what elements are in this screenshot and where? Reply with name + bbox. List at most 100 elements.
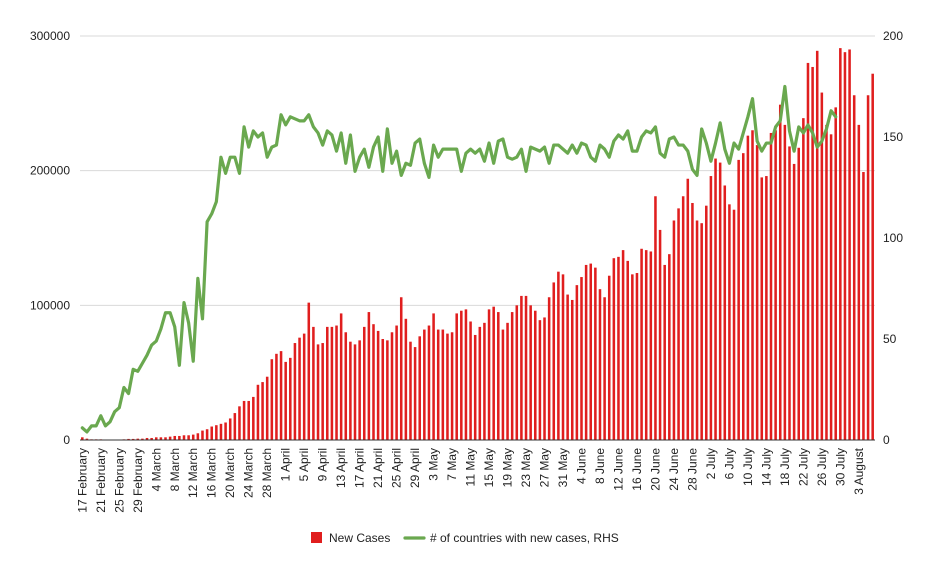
gridlines bbox=[80, 35, 875, 441]
new-cases-bar bbox=[547, 297, 551, 440]
new-cases-bar bbox=[441, 329, 445, 440]
new-cases-bar bbox=[372, 324, 375, 440]
new-cases-bar bbox=[765, 176, 768, 441]
new-cases-bar bbox=[409, 341, 412, 440]
new-cases-bar bbox=[718, 162, 722, 440]
new-cases-bar bbox=[339, 313, 343, 440]
new-cases-bar bbox=[358, 340, 361, 440]
new-cases-bar bbox=[732, 209, 736, 440]
x-axis-tick-label: 29 February bbox=[131, 448, 145, 513]
new-cases-bar bbox=[326, 326, 329, 440]
x-axis-tick-label: 3 August bbox=[852, 447, 866, 494]
new-cases-bar bbox=[524, 295, 528, 440]
new-cases-bar bbox=[173, 435, 177, 440]
new-cases-bar bbox=[501, 329, 505, 440]
new-cases-bar bbox=[769, 132, 773, 440]
new-cases-bar bbox=[182, 435, 186, 440]
new-cases-bar bbox=[783, 124, 787, 440]
new-cases-bar bbox=[594, 267, 597, 440]
x-axis-tick-label: 16 March bbox=[205, 448, 219, 498]
new-cases-bar bbox=[506, 322, 509, 440]
new-cases-bar bbox=[353, 344, 357, 440]
new-cases-bar bbox=[497, 312, 500, 440]
new-cases-bar bbox=[760, 177, 764, 440]
new-cases-bar bbox=[349, 341, 352, 440]
new-cases-bar bbox=[552, 282, 556, 440]
new-cases-bar bbox=[709, 176, 713, 441]
x-axis-tick-label: 17 April bbox=[353, 448, 367, 488]
new-cases-bar bbox=[196, 433, 200, 440]
legend: New Cases # of countries with new cases,… bbox=[311, 531, 619, 545]
new-cases-bar bbox=[570, 299, 574, 440]
new-cases-bar bbox=[446, 333, 449, 440]
new-cases-bar bbox=[265, 376, 269, 440]
right-axis-tick-label: 150 bbox=[883, 130, 903, 144]
new-cases-bar bbox=[644, 250, 648, 440]
new-cases-bar bbox=[534, 310, 537, 440]
new-cases-bar bbox=[723, 185, 727, 440]
new-cases-bar bbox=[778, 104, 782, 441]
new-cases-bar bbox=[473, 334, 477, 440]
new-cases-bar bbox=[191, 434, 195, 440]
x-axis-tick-label: 26 July bbox=[815, 448, 829, 486]
new-cases-bar bbox=[205, 429, 209, 440]
x-axis-tick-label: 12 June bbox=[611, 448, 625, 491]
new-cases-bar bbox=[85, 438, 89, 440]
new-cases-bar bbox=[224, 422, 227, 440]
x-axis-tick-label: 18 July bbox=[778, 448, 792, 486]
x-axis-tick-label: 14 July bbox=[759, 448, 773, 486]
new-cases-bar bbox=[866, 95, 870, 440]
new-cases-bar bbox=[538, 320, 542, 440]
new-cases-bar bbox=[450, 332, 454, 440]
new-cases-bar bbox=[164, 437, 167, 440]
left-axis-tick-label: 100000 bbox=[30, 298, 70, 312]
new-cases-bar bbox=[455, 313, 458, 440]
new-cases-bar bbox=[802, 118, 805, 441]
left-axis-tick-label: 300000 bbox=[30, 29, 70, 43]
legend-countries-label: # of countries with new cases, RHS bbox=[430, 531, 619, 545]
left-axis-tick-label: 200000 bbox=[30, 164, 70, 178]
new-cases-bar bbox=[797, 147, 800, 440]
new-cases-bar bbox=[492, 306, 495, 440]
right-axis-tick-label: 200 bbox=[883, 29, 903, 43]
new-cases-bar bbox=[631, 274, 634, 440]
x-axis-tick-label: 30 July bbox=[833, 448, 847, 486]
countries-series-line bbox=[80, 84, 838, 434]
new-cases-bar bbox=[584, 264, 588, 440]
x-axis-tick-label: 31 May bbox=[556, 448, 570, 487]
new-cases-bar bbox=[834, 107, 837, 441]
new-cases-bar bbox=[399, 297, 403, 440]
new-cases-bar bbox=[252, 396, 255, 440]
new-cases-bar bbox=[316, 344, 320, 440]
new-cases-bar bbox=[362, 326, 366, 440]
new-cases-bar bbox=[792, 163, 796, 440]
new-cases-bar bbox=[436, 329, 440, 440]
new-cases-bar bbox=[520, 295, 523, 440]
new-cases-bar bbox=[649, 251, 653, 440]
x-axis-tick-label: 8 June bbox=[593, 448, 607, 484]
new-cases-bar bbox=[815, 50, 819, 441]
new-cases-bar bbox=[626, 260, 629, 440]
new-cases-bar bbox=[483, 322, 486, 440]
new-cases-bar bbox=[557, 271, 560, 440]
x-axis-tick-label: 7 May bbox=[445, 448, 459, 481]
x-axis-tick-label: 24 June bbox=[667, 448, 681, 491]
new-cases-bar bbox=[580, 277, 583, 440]
new-cases-bar bbox=[737, 159, 740, 440]
new-cases-bar bbox=[862, 172, 865, 440]
x-axis-tick-label: 10 July bbox=[741, 448, 755, 486]
new-cases-bar bbox=[302, 333, 306, 440]
x-axis-tick-label: 6 July bbox=[722, 448, 736, 479]
new-cases-bar bbox=[154, 437, 158, 440]
new-cases-bar bbox=[728, 204, 731, 440]
new-cases-bar bbox=[589, 263, 593, 440]
new-cases-bar bbox=[423, 329, 426, 440]
new-cases-bar bbox=[298, 337, 301, 440]
x-axis-tick-label: 8 March bbox=[168, 448, 182, 491]
right-axis-tick-label: 100 bbox=[883, 231, 903, 245]
new-cases-bar bbox=[478, 326, 482, 440]
new-cases-bar bbox=[668, 254, 671, 440]
new-cases-bar bbox=[617, 256, 620, 440]
new-cases-bar bbox=[515, 305, 519, 440]
